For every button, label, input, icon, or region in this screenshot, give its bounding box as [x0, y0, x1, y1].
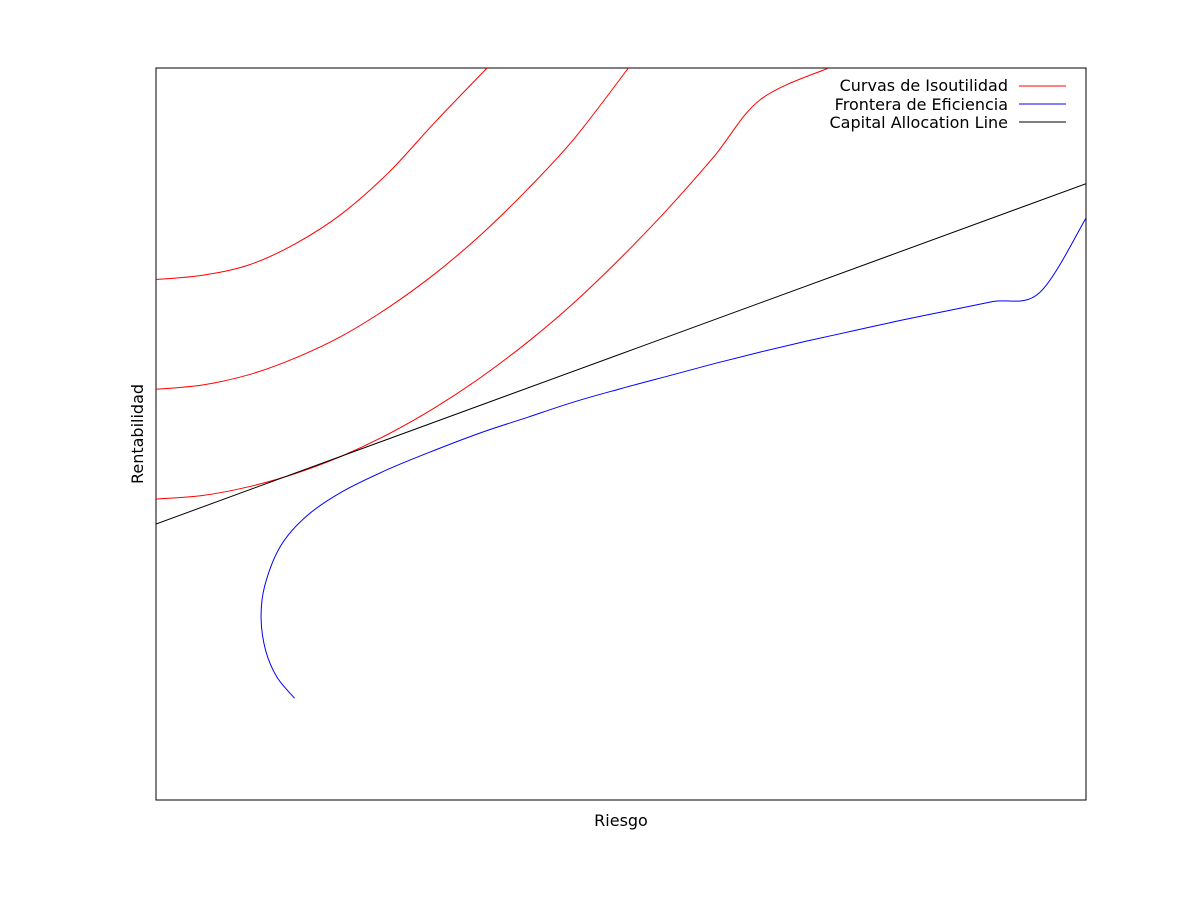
- legend: Curvas de Isoutilidad Frontera de Eficie…: [830, 76, 1066, 132]
- x-axis-label: Riesgo: [594, 811, 648, 830]
- legend-label-isoutilidad: Curvas de Isoutilidad: [840, 76, 1008, 95]
- legend-label-frontera: Frontera de Eficiencia: [835, 95, 1008, 114]
- capital-allocation-line: [156, 183, 1086, 525]
- isoutility-curve-1: [156, 68, 488, 280]
- y-axis-label: Rentabilidad: [128, 384, 147, 484]
- legend-label-cal: Capital Allocation Line: [830, 113, 1009, 132]
- plot-frame: [155, 67, 1087, 801]
- plot-lines: [156, 68, 1086, 699]
- isoutility-curve-3: [156, 68, 829, 500]
- efficient-frontier-line: [260, 217, 1086, 699]
- isoutility-curve-2: [156, 68, 629, 390]
